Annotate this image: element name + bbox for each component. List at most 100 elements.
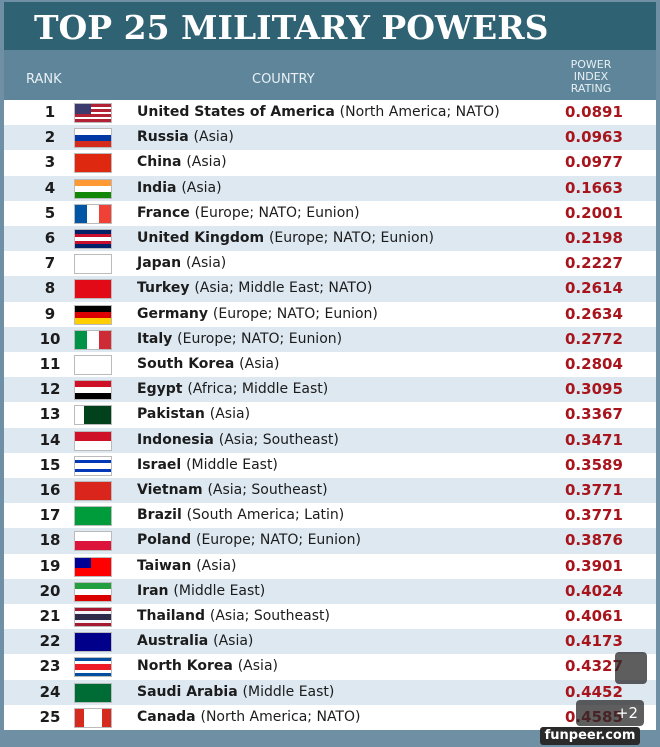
rating: 0.2772 [565,329,623,348]
country-region: (Asia) [185,255,227,272]
rank: 11 [39,355,61,373]
flag [74,203,112,224]
country-region: (North America; NATO) [339,104,500,120]
table-row: 7 Japan (Asia) 0.2227 [4,251,656,277]
country-name: North Korea [137,658,233,675]
flag [74,632,112,653]
country-name: Vietnam [137,482,203,498]
rank: 13 [39,405,61,424]
table-row: 5 France (Europe; NATO; Eunion) 0.2001 [4,200,656,226]
country-name: Saudi Arabia [137,683,238,700]
country-region: (Europe; NATO; Eunion) [177,330,343,347]
table-row: 23 North Korea (Asia) 0.4327 [4,654,656,680]
country-name: France [137,204,190,221]
country-cell: Pakistan (Asia) [137,402,250,427]
flag [74,405,112,426]
country-name: Japan [137,255,182,272]
flag [74,531,112,552]
country-cell: Germany (Europe; NATO; Eunion) [137,302,378,327]
flag [74,279,112,300]
title: TOP 25 MILITARY POWERS [34,8,549,47]
table-row: 6 United Kingdom (Europe; NATO; Eunion) 0.… [4,226,656,252]
country-cell: Australia (Asia) [137,629,253,654]
rating: 0.2614 [565,279,623,298]
country-cell: Russia (Asia) [137,125,234,150]
country-cell: Vietnam (Asia; Southeast) [137,478,328,503]
country-name: South Korea [137,356,235,372]
country-name: Italy [137,330,173,347]
country-region: (Europe; NATO; Eunion) [194,204,360,221]
table-row: 19 Taiwan (Asia) 0.3901 [4,553,656,579]
flag [74,481,112,501]
flag [74,304,112,325]
country-region: (Middle East) [186,456,278,473]
flag [74,607,112,627]
photo-count[interactable]: +2 [576,700,644,726]
rating: 0.3771 [565,506,623,525]
country-name: Brazil [137,507,182,524]
country-cell: Poland (Europe; NATO; Eunion) [137,528,361,553]
country-region: (Asia) [237,658,278,675]
country-region: (Asia) [193,129,234,146]
share-button[interactable] [615,652,647,684]
flag [74,103,112,123]
country-cell: Japan (Asia) [137,251,226,276]
country-name: United States of America [137,104,335,120]
flag [74,430,112,451]
country-region: (Africa; Middle East) [187,381,329,398]
table-row: 18 Poland (Europe; NATO; Eunion) 0.3876 [4,528,656,554]
table-row: 17 Brazil (South America; Latin) 0.3771 [4,503,656,529]
flag [74,581,112,602]
table-row: 9 Germany (Europe; NATO; Eunion) 0.2634 [4,301,656,327]
rating: 0.3095 [565,380,623,399]
rank: 10 [39,329,61,348]
flag [74,254,112,275]
rank: 22 [39,632,61,651]
rating: 0.2804 [565,355,623,373]
rank: 1 [44,103,56,121]
flag [74,128,112,149]
flag [74,355,112,375]
country-region: (South America; Latin) [186,507,345,524]
flag [74,707,112,728]
rating: 0.3367 [565,405,623,424]
country-cell: India (Asia) [137,176,222,201]
country-cell: South Korea (Asia) [137,352,279,377]
rank: 17 [39,506,61,525]
country-cell: Saudi Arabia (Middle East) [137,680,334,705]
rank: 14 [39,430,61,449]
rank: 9 [44,304,56,323]
country-cell: Brazil (South America; Latin) [137,503,344,528]
flag [74,556,112,577]
rank: 21 [39,607,61,625]
country-cell: Taiwan (Asia) [137,554,236,579]
flag [74,682,112,703]
country-region: (Asia) [239,356,280,372]
country-name: Iran [137,582,169,599]
flag [74,657,112,678]
table-row: 20 Iran (Middle East) 0.4024 [4,578,656,604]
country-region: (Asia) [186,154,227,171]
country-cell: United Kingdom (Europe; NATO; Eunion) [137,226,434,251]
country-cell: Israel (Middle East) [137,453,278,478]
rating: 0.1663 [565,178,623,197]
rating: 0.3901 [565,556,623,575]
rating: 0.0891 [565,103,623,121]
country-region: (Asia; Southeast) [207,482,328,498]
table-row: 16 Vietnam (Asia; Southeast) 0.3771 [4,478,656,504]
rating: 0.4061 [565,607,623,625]
title-bar: TOP 25 MILITARY POWERS [4,2,656,50]
table-row: 2 Russia (Asia) 0.0963 [4,125,656,151]
country-cell: Turkey (Asia; Middle East; NATO) [137,276,372,301]
country-name: United Kingdom [137,230,265,246]
table-row: 10 Italy (Europe; NATO; Eunion) 0.2772 [4,326,656,352]
country-region: (Europe; NATO; Eunion) [196,532,361,549]
country-name: China [137,154,182,171]
table-row: 3 China (Asia) 0.0977 [4,150,656,176]
rank: 19 [39,556,61,575]
country-name: Indonesia [137,431,214,448]
country-region: (Asia; Southeast) [209,608,330,624]
rank: 24 [39,682,61,701]
rating: 0.2001 [565,203,623,222]
table-row: 11 South Korea (Asia) 0.2804 [4,352,656,378]
